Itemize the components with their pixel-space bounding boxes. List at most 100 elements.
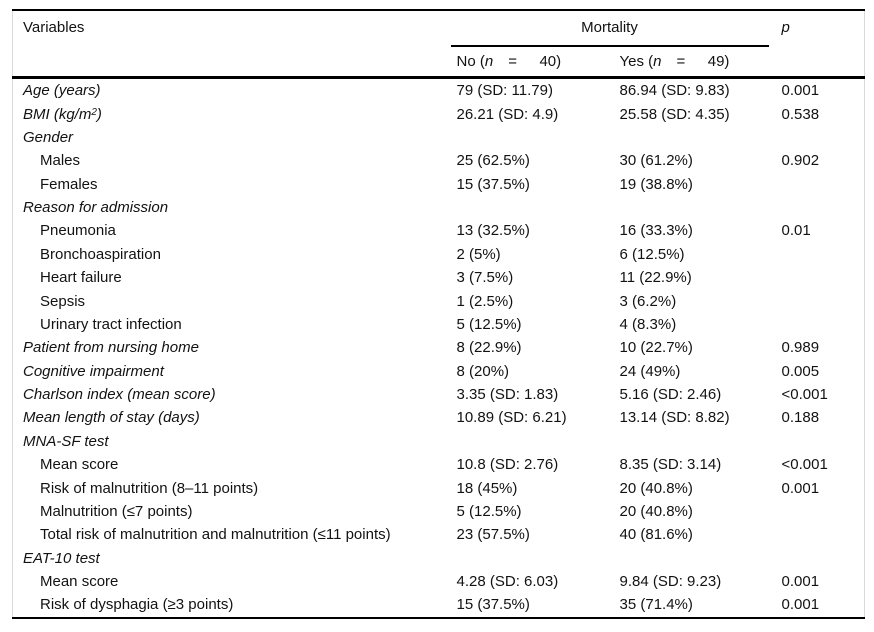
mortality-statistics-table: Variables Mortality p No (n = 40) Yes (n… — [12, 9, 865, 619]
no-value-cell: 79 (SD: 11.79) — [456, 82, 553, 100]
yes-column-header: Yes (n = 49) — [613, 47, 776, 79]
table-row: Age (years) 79 (SD: 11.79) 86.94 (SD: 9.83… — [13, 78, 865, 103]
table-row: EAT-10 test — [13, 547, 865, 570]
no-value-cell: 5 (12.5%) — [456, 502, 522, 520]
superscript: 2 — [91, 106, 97, 118]
p-value-cell — [776, 313, 865, 336]
p-value-cell — [776, 243, 865, 266]
table-row: Males 25 (62.5%) 30 (61.2%) 0.902 — [13, 149, 865, 172]
table-row: Mean score 4.28 (SD: 6.03) 9.84 (SD: 9.23)… — [13, 570, 865, 593]
variable-label: Mean score — [40, 573, 119, 591]
variable-label: Females — [40, 175, 98, 193]
yes-value-cell: 16 (33.3%) — [619, 222, 693, 240]
p-value-cell: 0.538 — [781, 105, 820, 123]
no-value-cell: 18 (45%) — [456, 479, 518, 497]
label-text: ) — [96, 105, 102, 123]
yes-value-cell — [614, 196, 776, 219]
table-row: Malnutrition (≤7 points) 5 (12.5%) 20 (40.… — [13, 500, 865, 523]
table-row: Charlson index (mean score) 3.35 (SD: 1.8… — [13, 383, 865, 406]
variable-label: MNA-SF test — [23, 432, 109, 450]
header-row-top: Variables Mortality p — [12, 10, 865, 79]
yes-value-cell: 6 (12.5%) — [619, 245, 685, 263]
p-value-cell — [776, 289, 865, 312]
p-value-cell — [776, 500, 865, 523]
no-value-cell: 10.89 (SD: 6.21) — [456, 409, 567, 427]
p-value-cell — [776, 266, 865, 289]
table-row: Cognitive impairment 8 (20%) 24 (49%) 0.005 — [13, 360, 865, 383]
variable-label: Mean score — [40, 456, 119, 474]
table-row: Urinary tract infection 5 (12.5%) 4 (8.3%) — [13, 313, 865, 336]
no-value-cell — [451, 547, 614, 570]
no-value-cell: 8 (22.9%) — [456, 339, 522, 357]
p-value-cell: 0.902 — [781, 152, 820, 170]
label-text: BMI (kg/m — [23, 105, 92, 123]
variable-label: Heart failure — [40, 269, 122, 287]
yes-value-cell: 24 (49%) — [619, 362, 681, 380]
p-value-cell — [776, 523, 865, 546]
yes-column-prefix: Yes ( — [619, 53, 654, 70]
variable-label: BMI (kg/m2) — [13, 102, 451, 125]
no-value-cell: 25 (62.5%) — [456, 152, 530, 170]
yes-value-cell: 30 (61.2%) — [619, 152, 693, 170]
variable-label: Reason for admission — [23, 199, 169, 217]
yes-value-cell: 8.35 (SD: 3.14) — [619, 456, 722, 474]
variable-label: Total risk of malnutrition and malnutrit… — [40, 526, 391, 544]
table-row: Pneumonia 13 (32.5%) 16 (33.3%) 0.01 — [13, 219, 865, 242]
p-value-cell — [776, 173, 865, 196]
yes-value-cell: 5.16 (SD: 2.46) — [619, 386, 722, 404]
variable-label: Bronchoaspiration — [40, 245, 161, 263]
no-value-cell: 8 (20%) — [456, 362, 510, 380]
variable-label: Pneumonia — [40, 222, 116, 240]
p-value-column-header: p — [775, 10, 865, 79]
variable-label: Charlson index (mean score) — [23, 386, 216, 404]
no-value-cell — [451, 430, 614, 453]
p-value-cell: 0.001 — [781, 596, 820, 614]
table-row: Heart failure 3 (7.5%) 11 (22.9%) — [13, 266, 865, 289]
yes-value-cell: 13.14 (SD: 8.82) — [619, 409, 730, 427]
yes-value-cell: 3 (6.2%) — [619, 292, 677, 310]
no-value-cell: 23 (57.5%) — [456, 526, 530, 544]
no-value-cell: 13 (32.5%) — [456, 222, 530, 240]
p-value-cell: 0.989 — [781, 339, 820, 357]
yes-value-cell — [614, 430, 776, 453]
variable-label: Risk of dysphagia (≥3 points) — [40, 596, 234, 614]
yes-value-cell: 35 (71.4%) — [619, 596, 693, 614]
n-symbol: n — [653, 53, 662, 70]
p-value-cell — [776, 430, 865, 453]
table-row: Total risk of malnutrition and malnutrit… — [13, 523, 865, 546]
no-value-cell: 4.28 (SD: 6.03) — [456, 573, 559, 591]
table-row: Bronchoaspiration 2 (5%) 6 (12.5%) — [13, 243, 865, 266]
p-value-cell: 0.001 — [781, 82, 820, 100]
variable-label: Sepsis — [40, 292, 86, 310]
p-value-cell: <0.001 — [781, 386, 828, 404]
yes-value-cell: 11 (22.9%) — [619, 269, 692, 287]
yes-value-cell: 20 (40.8%) — [619, 479, 693, 497]
table-row: Sepsis 1 (2.5%) 3 (6.2%) — [13, 289, 865, 312]
n-symbol: n — [484, 53, 494, 70]
yes-value-cell: 4 (8.3%) — [619, 315, 677, 333]
no-value-cell: 26.21 (SD: 4.9) — [456, 105, 559, 123]
table-row: Risk of dysphagia (≥3 points) 15 (37.5%) 3… — [13, 593, 865, 617]
paper-page: Variables Mortality p No (n = 40) Yes (n… — [0, 9, 874, 632]
yes-value-cell: 25.58 (SD: 4.35) — [619, 105, 730, 123]
p-value-cell: 0.188 — [781, 409, 820, 427]
variable-label: Malnutrition (≤7 points) — [40, 502, 193, 520]
table-row: Females 15 (37.5%) 19 (38.8%) — [13, 173, 865, 196]
no-value-cell: 2 (5%) — [456, 245, 501, 263]
no-value-cell: 3 (7.5%) — [456, 269, 514, 287]
no-value-cell: 10.8 (SD: 2.76) — [456, 456, 559, 474]
yes-value-cell: 86.94 (SD: 9.83) — [619, 82, 730, 100]
yes-column-count: = 49) — [661, 53, 730, 70]
p-value-cell — [776, 547, 865, 570]
mortality-group-label: Mortality — [450, 11, 769, 47]
table-row: Gender — [13, 126, 865, 149]
variable-label: Mean length of stay (days) — [23, 409, 200, 427]
no-value-cell — [451, 196, 614, 219]
no-column-prefix: No ( — [456, 53, 485, 70]
variable-label: Urinary tract infection — [40, 315, 182, 333]
yes-value-cell: 40 (81.6%) — [619, 526, 693, 544]
yes-value-cell — [614, 547, 776, 570]
variable-label: Age (years) — [23, 82, 101, 100]
p-value-cell: <0.001 — [781, 456, 828, 474]
no-value-cell: 15 (37.5%) — [456, 596, 530, 614]
